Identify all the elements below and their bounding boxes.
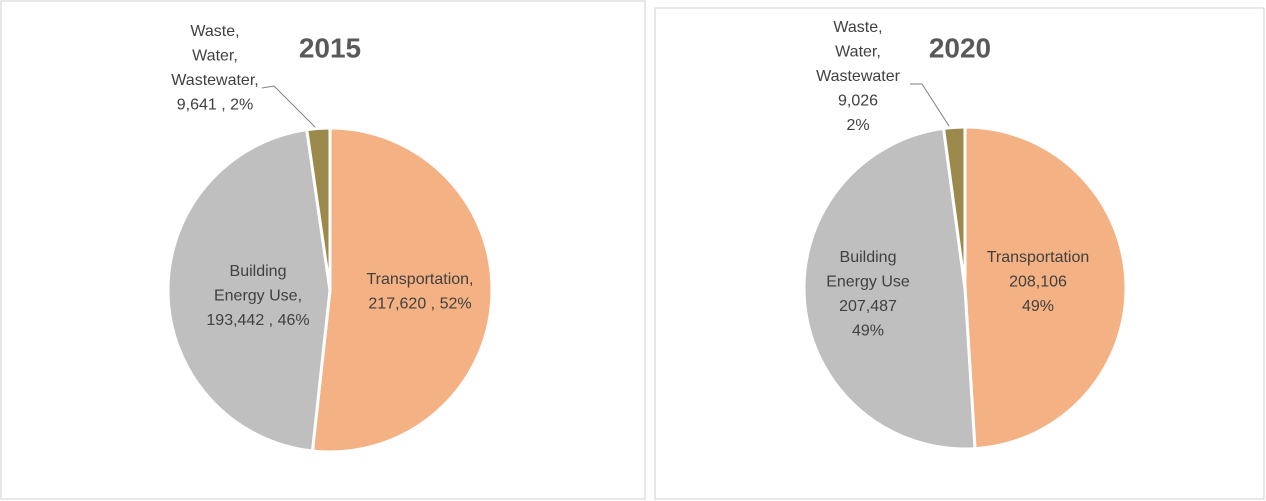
label-category: Transportation, bbox=[366, 271, 473, 288]
label-percent: 49% bbox=[852, 323, 884, 340]
pie-slice bbox=[963, 125, 1128, 451]
leader-line bbox=[261, 85, 317, 129]
label-percent: 52% bbox=[440, 296, 472, 313]
label-percent: 49% bbox=[1022, 298, 1054, 315]
data-label: Waste, Water, Wastewater, 9,641 , 2% bbox=[171, 23, 258, 114]
label-value: 217,620 bbox=[368, 296, 426, 313]
data-label: Transportation, 217,620 , 52% bbox=[366, 271, 473, 313]
label-category: Wastewater, bbox=[171, 72, 258, 89]
pie-slice bbox=[310, 126, 494, 454]
label-category: Building bbox=[840, 249, 897, 266]
data-label: Waste, Water, Wastewater 9,026 2% bbox=[816, 19, 901, 134]
label-value: 9,641 bbox=[177, 97, 217, 114]
chart-title: 2015 bbox=[299, 32, 361, 63]
label-value: 193,442 bbox=[206, 312, 264, 329]
label-category: Waste, bbox=[190, 23, 239, 40]
pie-slice bbox=[305, 126, 332, 291]
leader-line bbox=[910, 83, 950, 127]
label-percent: 2% bbox=[846, 117, 869, 134]
label-value: 208,106 bbox=[1009, 274, 1067, 291]
label-category: Transportation bbox=[987, 249, 1090, 266]
panel-border bbox=[0, 0, 646, 500]
label-separator: , bbox=[264, 312, 277, 329]
label-percent: 2% bbox=[230, 97, 253, 114]
label-category: Waste, bbox=[833, 19, 882, 36]
pie-slice bbox=[166, 127, 332, 453]
label-category: Water, bbox=[192, 48, 238, 65]
panel-border bbox=[654, 7, 1265, 500]
data-label: Building Energy Use, 193,442 , 46% bbox=[206, 263, 309, 329]
chart-title: 2020 bbox=[929, 32, 991, 63]
data-label: Transportation 208,106 49% bbox=[987, 249, 1090, 315]
label-separator: , bbox=[217, 97, 230, 114]
label-category: Building bbox=[230, 263, 287, 280]
pie-slice bbox=[802, 126, 977, 451]
label-separator: , bbox=[426, 296, 439, 313]
label-category: Energy Use, bbox=[214, 288, 302, 305]
label-category: Water, bbox=[835, 44, 881, 61]
label-percent: 46% bbox=[278, 312, 310, 329]
label-value: 9,026 bbox=[838, 93, 878, 110]
pie-slice bbox=[941, 125, 967, 289]
label-category: Wastewater bbox=[816, 68, 901, 85]
label-value: 207,487 bbox=[839, 298, 897, 315]
label-category: Energy Use bbox=[826, 274, 910, 291]
data-label: Building Energy Use 207,487 49% bbox=[826, 249, 910, 340]
